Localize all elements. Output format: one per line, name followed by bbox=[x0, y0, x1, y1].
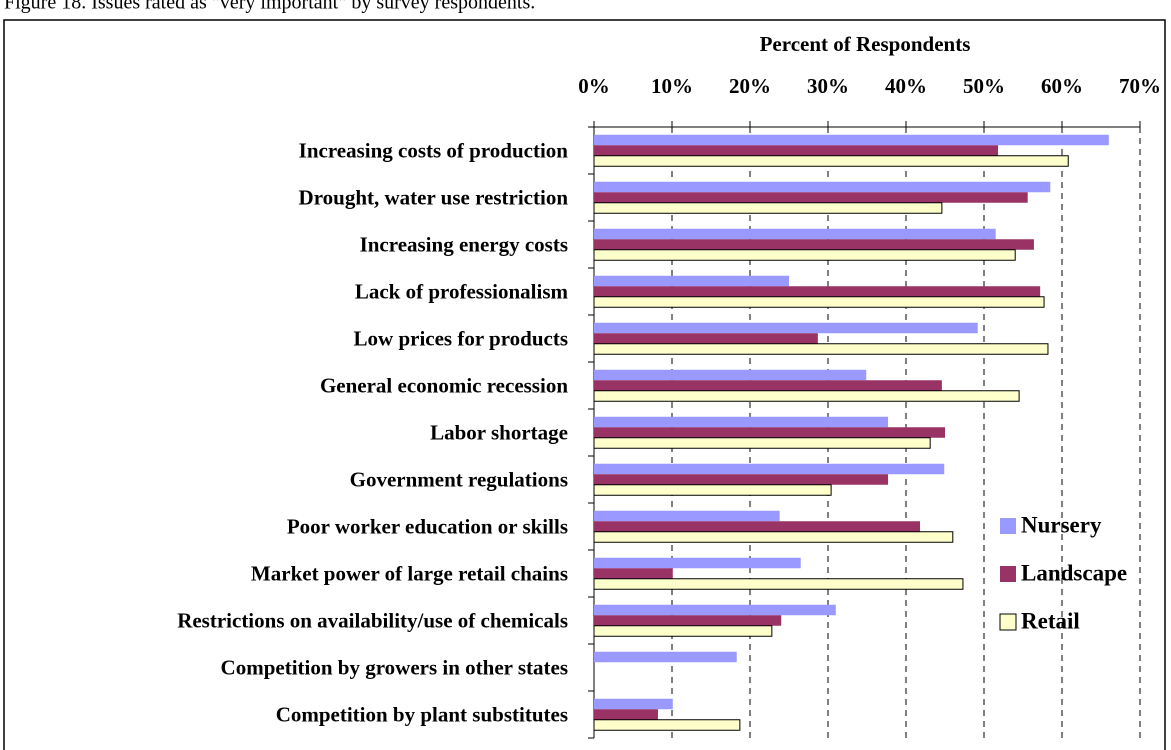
legend-label: Nursery bbox=[1021, 512, 1102, 537]
bar bbox=[594, 286, 1041, 297]
bar bbox=[593, 390, 1020, 402]
bar bbox=[594, 427, 945, 438]
bar bbox=[594, 474, 889, 485]
y-tick-label: Competition by plant substitutes bbox=[276, 702, 568, 726]
bar bbox=[594, 333, 818, 344]
caption: Figure 18. Issues rated as "very importa… bbox=[4, 0, 535, 14]
bar bbox=[593, 578, 964, 590]
y-tick-label: Increasing energy costs bbox=[360, 232, 568, 256]
legend-label: Landscape bbox=[1021, 560, 1127, 585]
bar bbox=[593, 625, 773, 637]
bar bbox=[594, 416, 889, 428]
y-tick-label: Poor worker education or skills bbox=[287, 514, 568, 538]
y-tick-label: Government regulations bbox=[350, 467, 568, 491]
bar bbox=[594, 192, 1028, 203]
x-tick-label: 50% bbox=[963, 74, 1005, 98]
y-tick-label: Competition by growers in other states bbox=[221, 655, 568, 679]
bar bbox=[594, 228, 996, 240]
legend-swatch bbox=[1000, 518, 1016, 534]
x-tick-label: 30% bbox=[807, 74, 849, 98]
bar bbox=[593, 484, 832, 496]
bar bbox=[593, 202, 943, 214]
chart-border bbox=[3, 19, 1166, 750]
axis-title: Percent of Respondents bbox=[760, 32, 971, 56]
bar bbox=[593, 249, 1016, 261]
bar bbox=[594, 369, 867, 381]
bar bbox=[594, 568, 673, 579]
bar bbox=[594, 521, 921, 532]
bar bbox=[594, 615, 782, 626]
bar bbox=[594, 322, 978, 334]
bar bbox=[594, 134, 1109, 146]
bar bbox=[594, 239, 1034, 250]
y-tick-label: Market power of large retail chains bbox=[251, 561, 568, 585]
bar bbox=[593, 719, 741, 731]
legend-swatch bbox=[999, 613, 1017, 631]
bar bbox=[594, 604, 836, 616]
x-tick-label: 70% bbox=[1119, 74, 1161, 98]
y-tick-label: Restrictions on availability/use of chem… bbox=[177, 608, 568, 632]
bar bbox=[594, 380, 942, 391]
x-tick-label: 20% bbox=[729, 74, 771, 98]
x-tick-label: 60% bbox=[1041, 74, 1083, 98]
bar bbox=[593, 531, 954, 543]
y-tick-label: Increasing costs of production bbox=[299, 138, 569, 162]
bar bbox=[594, 709, 658, 720]
bar bbox=[593, 155, 1069, 167]
bar bbox=[594, 275, 789, 287]
x-tick-label: 40% bbox=[885, 74, 927, 98]
y-tick-label: Drought, water use restriction bbox=[299, 185, 569, 209]
y-tick-label: Low prices for products bbox=[354, 326, 568, 350]
y-tick-label: General economic recession bbox=[320, 373, 568, 397]
bar bbox=[594, 651, 737, 663]
bar bbox=[593, 437, 931, 449]
bar bbox=[593, 343, 1049, 355]
bar bbox=[594, 463, 945, 475]
x-tick-label: 10% bbox=[651, 74, 693, 98]
y-tick-label: Labor shortage bbox=[430, 420, 568, 444]
x-tick-label: 0% bbox=[578, 74, 610, 98]
bar bbox=[594, 181, 1051, 193]
bar bbox=[594, 557, 801, 569]
bar bbox=[594, 698, 673, 710]
legend-swatch bbox=[1000, 566, 1016, 582]
bar bbox=[593, 296, 1045, 308]
y-tick-label: Lack of professionalism bbox=[355, 279, 569, 303]
bar bbox=[594, 510, 780, 522]
bar bbox=[594, 145, 999, 156]
legend-label: Retail bbox=[1021, 608, 1080, 633]
